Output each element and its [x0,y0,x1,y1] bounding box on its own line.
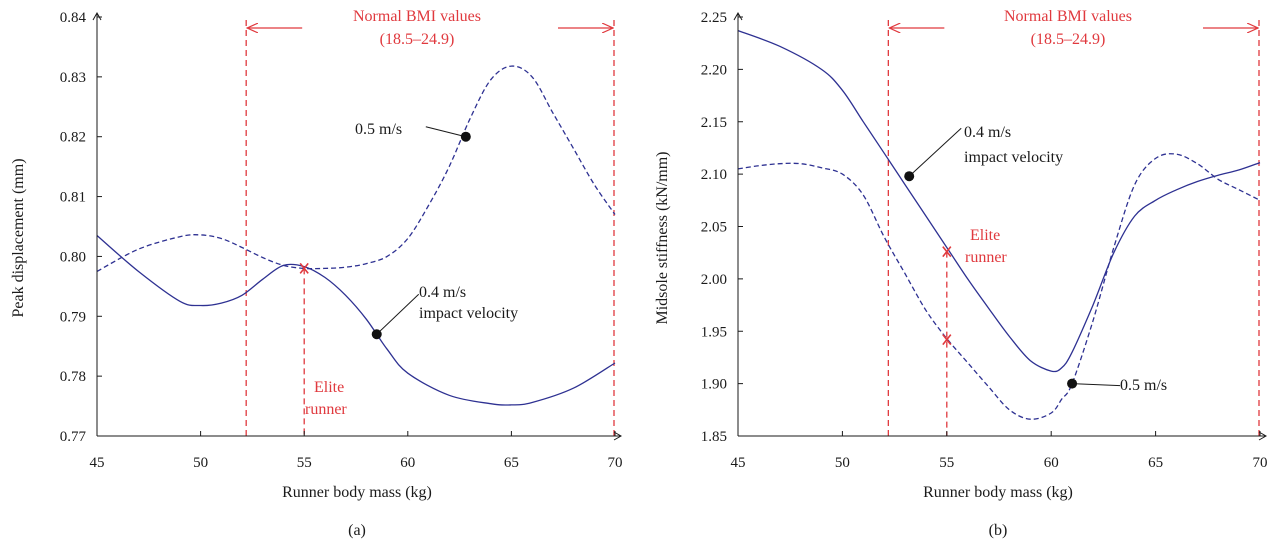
dashed-series-marker [460,131,471,142]
elite-label-line2: runner [305,401,347,418]
y-tick-label: 2.20 [701,62,727,78]
dashed-series-marker [1067,378,1078,389]
x-axis-arrow-icon [613,431,623,441]
dashed-series-line [737,153,1261,420]
y-tick-label: 2.25 [701,10,727,26]
chart-a-y-tick-labels: 0.77 0.78 0.79 0.80 0.81 0.82 0.83 0.84 [60,10,87,445]
solid-series-line [96,235,616,406]
dashed-series-label: 0.5 m/s [1120,377,1167,394]
elite-x-marker [942,246,952,258]
elite-label-line2: runner [965,249,1007,266]
bmi-title: Normal BMI values [353,8,481,25]
solid-series-label: 0.4 m/s [419,284,466,301]
solid-series-label: 0.4 m/s [964,124,1011,141]
dashed-label-leader [1072,383,1121,387]
x-tick-label: 45 [731,455,746,471]
bmi-title: Normal BMI values [1004,8,1132,25]
elite-x-marker [299,262,309,274]
x-tick-label: 60 [1044,455,1059,471]
solid-series-marker [904,171,915,182]
chart-a: 45 50 55 60 65 70 0.77 0.78 0.79 0.80 0.… [10,8,623,539]
dashed-series-label: 0.5 m/s [355,121,402,138]
x-tick-label: 70 [608,455,623,471]
y-tick-label: 0.84 [60,10,87,26]
x-tick-label: 50 [835,455,850,471]
x-tick-label: 55 [297,455,312,471]
bmi-range: (18.5–24.9) [380,31,455,48]
elite-label: Elite [970,227,1000,244]
chart-b-x-tick-labels: 45 50 55 60 65 70 [731,455,1268,471]
panel-label: (a) [348,522,366,539]
y-tick-label: 2.15 [701,115,727,131]
y-tick-label: 2.10 [701,167,727,183]
x-tick-label: 45 [90,455,105,471]
y-axis-arrow-icon [733,11,743,21]
y-tick-label: 2.00 [701,272,727,288]
dashed-series-line [96,65,616,272]
dashed-label-leader [425,126,466,138]
y-tick-label: 0.81 [60,190,86,206]
y-tick-label: 1.95 [701,324,727,340]
x-tick-label: 60 [400,455,415,471]
x-tick-label: 65 [1148,455,1163,471]
y-tick-label: 0.77 [60,429,87,445]
bmi-range: (18.5–24.9) [1031,31,1106,48]
y-tick-label: 0.80 [60,249,86,265]
x-axis-label: Runner body mass (kg) [282,484,432,501]
solid-series-marker [371,329,382,340]
x-tick-label: 70 [1253,455,1268,471]
x-tick-label: 65 [504,455,519,471]
y-tick-label: 0.83 [60,70,86,86]
x-tick-label: 50 [193,455,208,471]
chart-a-axes [92,11,623,441]
y-tick-label: 0.78 [60,369,86,385]
y-tick-label: 1.85 [701,429,727,445]
chart-a-x-tick-labels: 45 50 55 60 65 70 [90,455,623,471]
elite-label: Elite [314,379,344,396]
solid-label-leader [376,293,420,335]
solid-series-label-line2: impact velocity [419,305,518,322]
solid-series-label-line2: impact velocity [964,149,1063,166]
y-axis-label: Peak displacement (mm) [10,158,27,317]
chart-b-bmi-region [887,20,1260,436]
y-axis-label: Midsole stiffness (kN/mm) [654,151,671,324]
y-tick-label: 1.90 [701,377,727,393]
y-tick-label: 2.05 [701,220,727,236]
y-tick-label: 0.82 [60,130,86,146]
panel-label: (b) [989,522,1008,539]
chart-b-y-tick-labels: 1.85 1.90 1.95 2.00 2.05 2.10 2.15 2.20 … [701,10,727,445]
x-axis-label: Runner body mass (kg) [923,484,1073,501]
solid-series-line [737,29,1261,373]
chart-b-axes [733,11,1268,441]
chart-a-series [96,65,616,436]
x-tick-label: 55 [939,455,954,471]
elite-x-marker [942,334,952,346]
y-axis-arrow-icon [92,11,102,21]
chart-b: 45 50 55 60 65 70 1.85 1.90 1.95 2.00 2.… [654,8,1268,539]
x-axis-arrow-icon [1258,431,1268,441]
solid-label-leader [908,127,962,177]
chart-b-series [737,29,1261,436]
chart-a-bmi-region [245,20,615,436]
y-tick-label: 0.79 [60,309,86,325]
